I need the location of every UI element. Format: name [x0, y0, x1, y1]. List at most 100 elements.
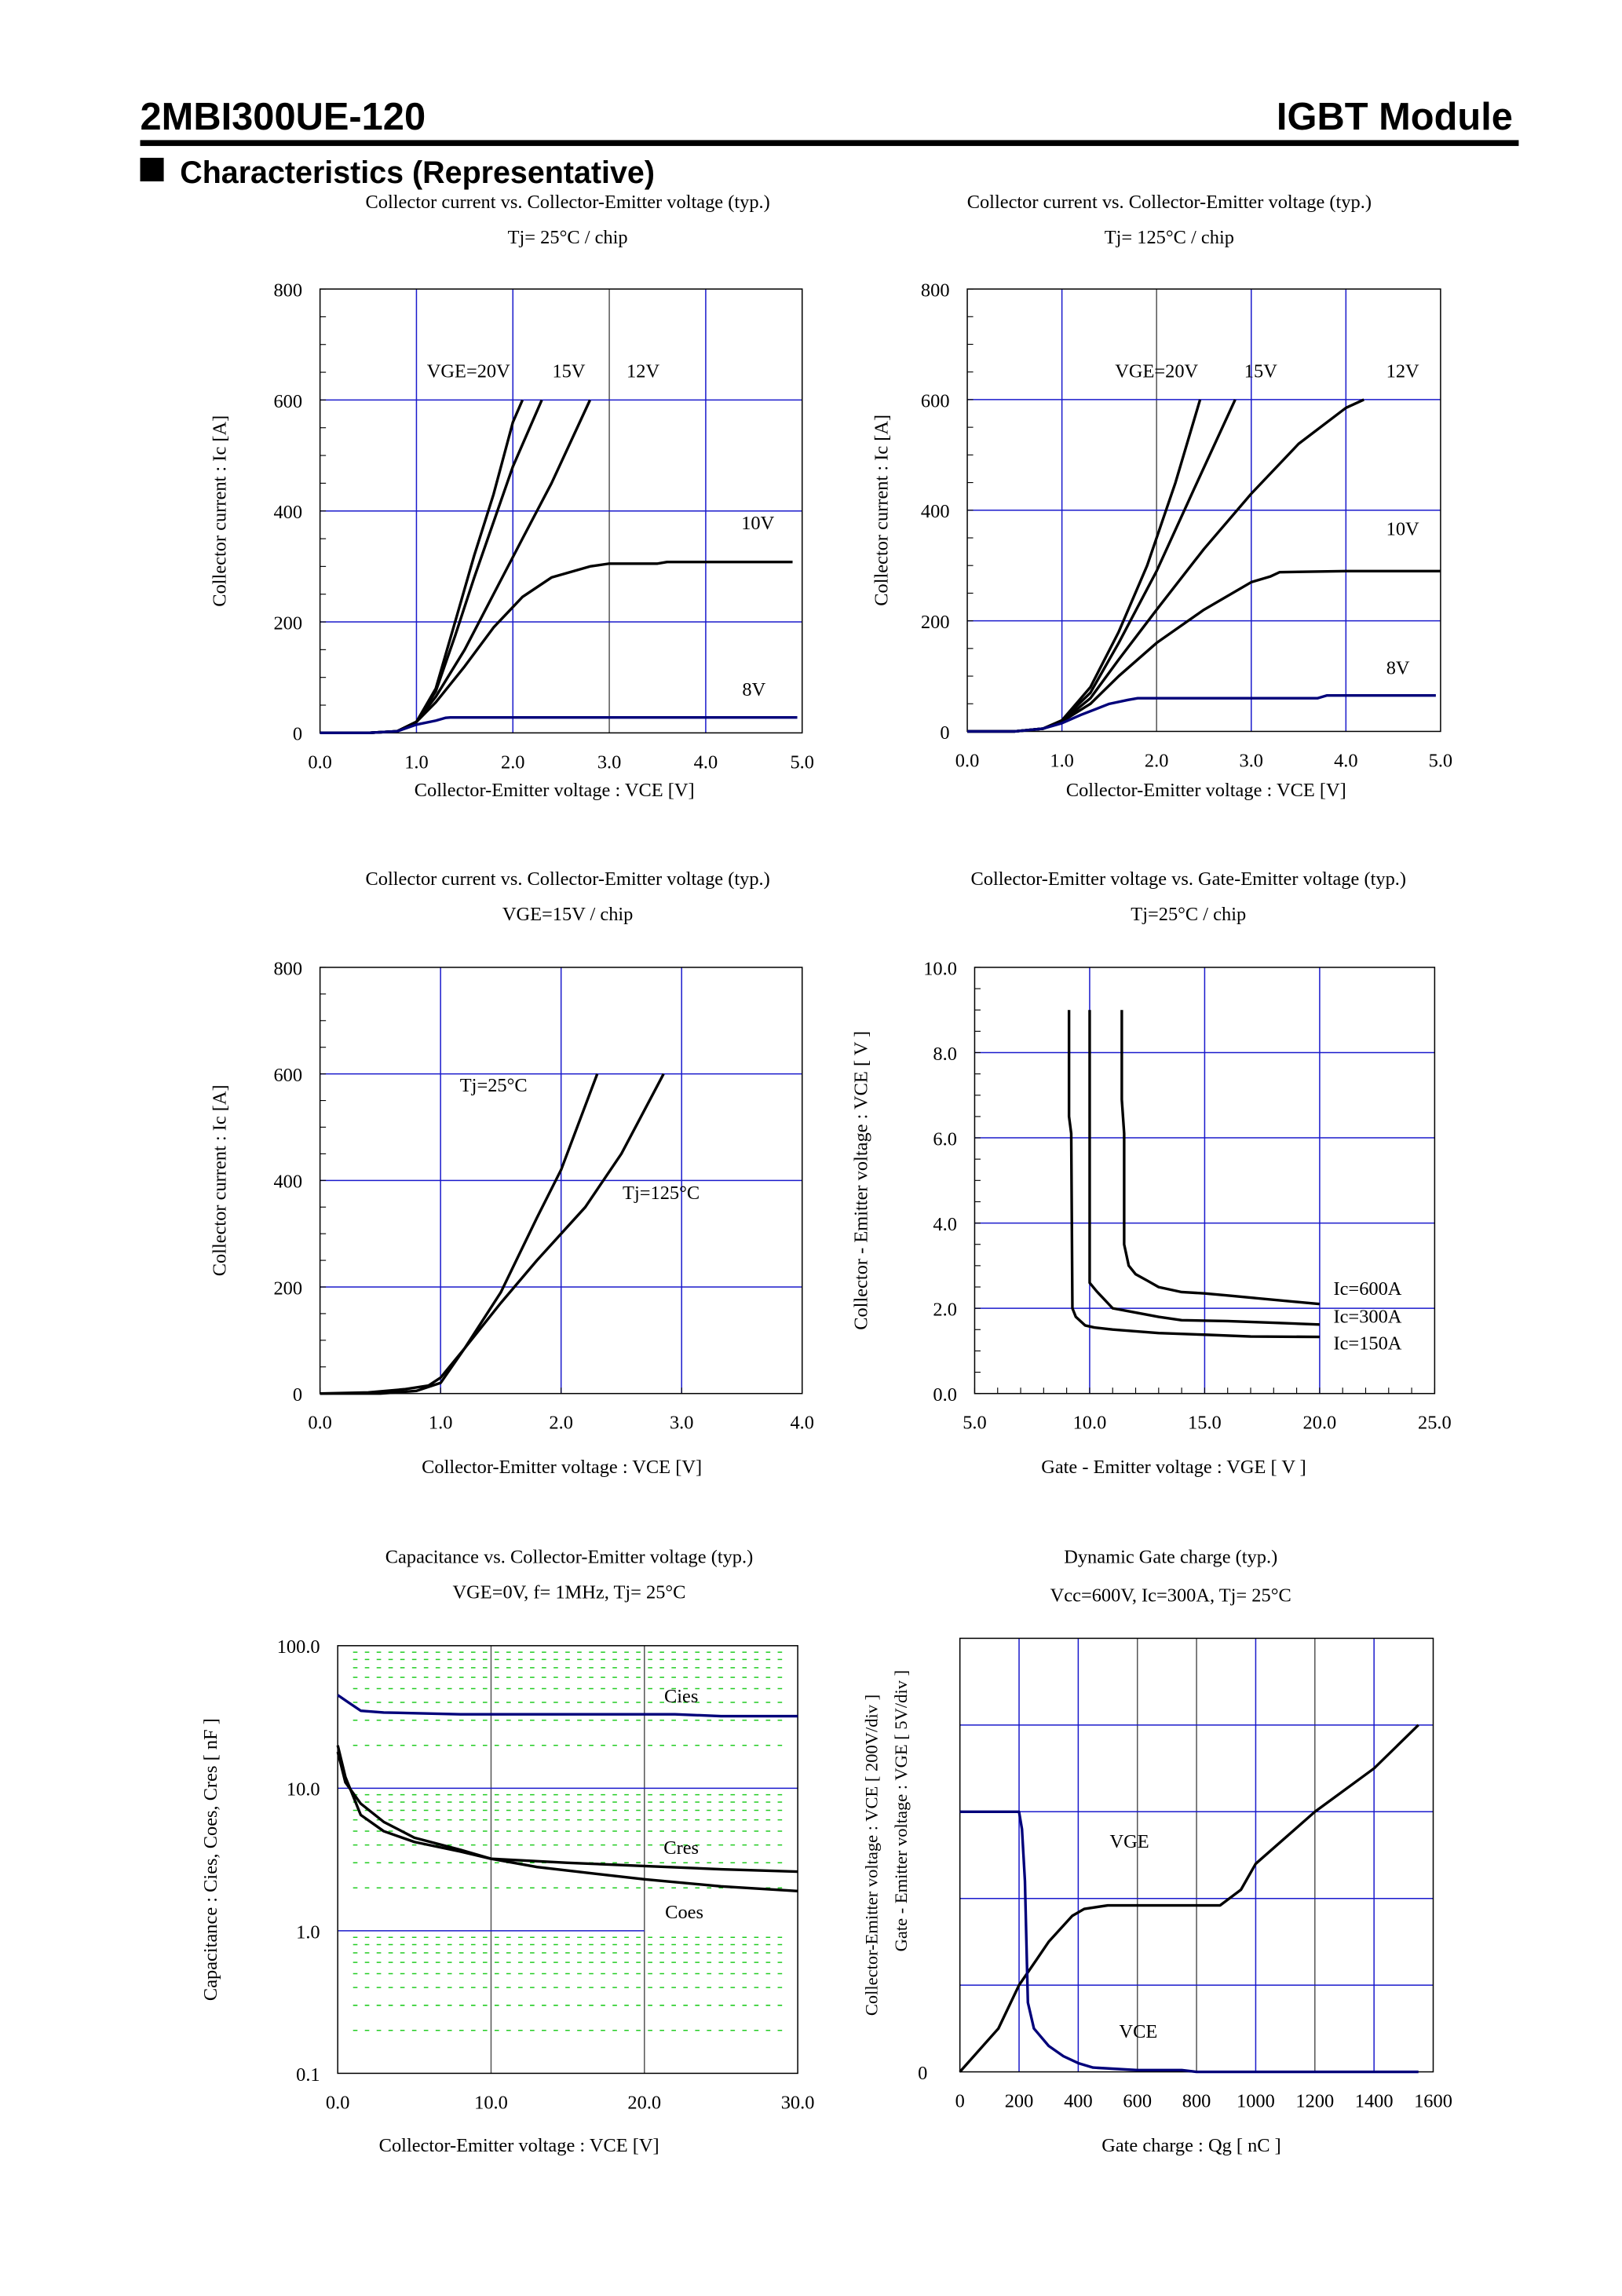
x-tick-label: 4.0 — [694, 751, 718, 773]
chart-subtitle: Vcc=600V, Ic=300A, Tj= 25°C — [1050, 1585, 1291, 1606]
y-tick-label: 2.0 — [933, 1300, 957, 1321]
series-line-vge — [959, 1724, 1419, 2073]
chart-subtitle: VGE=0V, f= 1MHz, Tj= 25°C — [453, 1582, 686, 1603]
curve-label: 8V — [1386, 657, 1410, 678]
curve-label: Ic=300A — [1333, 1307, 1401, 1328]
x-tick-label: 200 — [1005, 2091, 1034, 2112]
x-tick-label: 5.0 — [790, 751, 814, 773]
x-tick-label: 400 — [1064, 2091, 1093, 2112]
curve-label: Coes — [665, 1902, 703, 1923]
x-tick-label: 20.0 — [627, 2092, 661, 2113]
series-line-8v — [320, 715, 798, 735]
part-number: 2MBI300UE-120 — [141, 96, 426, 138]
y-tick-label: 0.0 — [933, 1384, 957, 1406]
x-tick-label: 600 — [1123, 2091, 1152, 2112]
curve-label: 15V — [1244, 360, 1277, 382]
chart-subtitle: Tj= 125°C / chip — [1105, 227, 1234, 248]
y-axis-label: Collector current : Ic [A] — [871, 415, 893, 606]
curve-label: Cies — [664, 1686, 698, 1707]
series-line-10v — [320, 561, 793, 735]
curve-label: 12V — [627, 361, 659, 382]
curve-label: VCE — [1119, 2021, 1157, 2042]
product-type: IGBT Module — [1277, 96, 1513, 138]
x-tick-label: 0.0 — [308, 1413, 332, 1434]
x-tick-label: 2.0 — [501, 751, 525, 773]
series-line-12v — [967, 398, 1364, 733]
y-tick-label: 600 — [273, 1065, 302, 1086]
y-tick-label: 8.0 — [933, 1044, 957, 1065]
curve-label: Tj=25°C — [460, 1075, 528, 1096]
chart-subtitle: Tj=25°C / chip — [1131, 904, 1246, 925]
x-tick-label: 3.0 — [1240, 751, 1264, 772]
series-line-vce — [959, 1810, 1419, 2074]
x-tick-label: 15.0 — [1188, 1413, 1222, 1434]
curve-label: Cres — [663, 1837, 699, 1859]
x-axis-label: Collector-Emitter voltage : VCE [V] — [1066, 780, 1346, 801]
curve-label: VGE=20V — [1115, 360, 1198, 382]
x-axis-label: Gate charge : Qg [ nC ] — [1101, 2135, 1281, 2156]
curve-label: 12V — [1386, 360, 1419, 382]
y-tick-label: 600 — [273, 391, 302, 412]
curve-label: 10V — [741, 513, 774, 534]
chart-title: Collector current vs. Collector-Emitter … — [365, 192, 769, 213]
chart-4: Collector-Emitter voltage vs. Gate-Emitt… — [850, 868, 1451, 1478]
series-line-coes — [336, 1751, 798, 1892]
chart-3: Collector current vs. Collector-Emitter … — [209, 868, 814, 1478]
series-line-tj-25-c — [320, 1073, 599, 1395]
y-tick-label: 800 — [273, 280, 302, 301]
curve-label: 10V — [1386, 519, 1419, 540]
series-line-ic-150a — [1067, 1010, 1320, 1339]
y-tick-label: 800 — [273, 958, 302, 979]
curve-label: 15V — [552, 361, 585, 382]
curve-label: VGE=20V — [427, 361, 510, 382]
series-line-10v — [967, 569, 1441, 733]
x-tick-label: 1.0 — [404, 751, 429, 773]
chart-subtitle: Tj= 25°C / chip — [508, 227, 628, 248]
series-line-cies — [337, 1694, 798, 1718]
x-tick-label: 1000 — [1237, 2091, 1275, 2112]
y-tick-label: 0 — [293, 1384, 302, 1406]
y-tick-label: 200 — [273, 612, 302, 634]
chart-subtitle: VGE=15V / chip — [502, 904, 634, 925]
y-axis-label: Collector - Emitter voltage : VCE [ V ] — [850, 1031, 871, 1330]
plot-frame — [337, 1645, 798, 2075]
x-tick-label: 5.0 — [963, 1413, 987, 1434]
x-tick-label: 0 — [955, 2091, 965, 2112]
series-line-8v — [967, 693, 1436, 733]
y-tick-label: 600 — [921, 390, 950, 411]
x-tick-label: 20.0 — [1303, 1413, 1337, 1434]
y-axis-label: Capacitance : Cies, Coes, Cres [ nF ] — [200, 1718, 221, 2001]
y-tick-label: 10.0 — [923, 958, 957, 979]
chart-title: Collector current vs. Collector-Emitter … — [365, 868, 769, 890]
y-tick-label: 0 — [293, 724, 302, 745]
y-tick-label: 0 — [940, 722, 949, 744]
series-line-cres — [336, 1745, 798, 1874]
y-tick-label: 10.0 — [287, 1779, 320, 1801]
chart-title: Collector-Emitter voltage vs. Gate-Emitt… — [970, 868, 1406, 890]
y-axis-label: Collector-Emitter voltage : VCE [ 200V/d… — [862, 1695, 882, 2016]
x-tick-label: 30.0 — [781, 2092, 815, 2113]
y-tick-label: 400 — [921, 501, 950, 522]
section-bullet-icon — [140, 157, 164, 181]
chart-5: Capacitance vs. Collector-Emitter voltag… — [200, 1547, 814, 2156]
section-title: Characteristics (Representative) — [180, 155, 655, 190]
y-tick-label: 100.0 — [277, 1636, 320, 1658]
series-line-vge-20v — [320, 399, 524, 735]
x-tick-label: 1200 — [1295, 2091, 1334, 2112]
y-tick-label: 400 — [273, 1172, 302, 1193]
curve-label: 8V — [742, 679, 765, 700]
x-tick-label: 2.0 — [1145, 751, 1169, 772]
x-tick-label: 1.0 — [1050, 751, 1074, 772]
header-rule — [140, 140, 1519, 146]
series-line-tj-125-c — [320, 1073, 665, 1395]
x-axis-label: Collector-Emitter voltage : VCE [V] — [415, 780, 695, 801]
y-tick-label: 200 — [273, 1278, 302, 1299]
x-axis-label: Collector-Emitter voltage : VCE [V] — [379, 2135, 659, 2156]
y-axis-label-2: Gate - Emitter voltage : VGE [ 5V/div ] — [891, 1670, 911, 1952]
series-line-vge-20v — [967, 399, 1202, 733]
y-tick-label: 0 — [918, 2063, 927, 2084]
x-tick-label: 800 — [1182, 2091, 1211, 2112]
curve-label: Tj=125°C — [623, 1183, 700, 1204]
y-axis-label: Collector current : Ic [A] — [209, 1084, 230, 1276]
